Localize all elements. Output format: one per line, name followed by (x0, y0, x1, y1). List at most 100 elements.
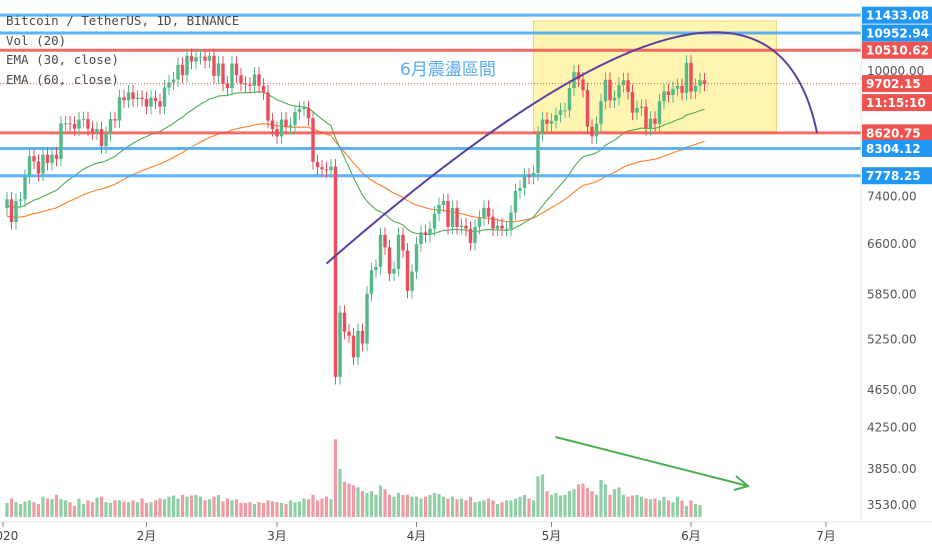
candle (302, 108, 306, 110)
volume-bar (626, 496, 630, 517)
candle (266, 92, 270, 121)
volume-bar (401, 494, 405, 517)
candle (374, 266, 378, 271)
volume-bar (666, 500, 671, 517)
volume-bar (410, 496, 414, 517)
volume-bar (27, 500, 32, 517)
volume-bar (347, 483, 351, 517)
volume-bar (171, 495, 176, 517)
candle (509, 212, 513, 229)
volume-bar (144, 502, 149, 517)
candle (68, 123, 72, 125)
candle (531, 172, 536, 177)
candle (653, 118, 657, 124)
time-tick-label: 7月 (816, 529, 836, 543)
volume-bar (212, 496, 216, 517)
price-level-tag (862, 41, 932, 59)
volume-bar (509, 500, 513, 517)
candle (518, 188, 522, 191)
candle (392, 268, 396, 274)
ema30-line (6, 91, 705, 235)
time-tick-label: 4月 (407, 529, 427, 543)
candle (131, 92, 135, 100)
volume-bar (117, 500, 122, 517)
volume-bar (545, 491, 549, 517)
volume-bar (473, 502, 477, 517)
current-price-label: 9702.15 (866, 77, 921, 91)
volume-bar (311, 494, 315, 517)
symbol-title: Bitcoin / TetherUS, 1D, BINANCE (6, 13, 240, 28)
price-level-label: 8304.12 (866, 142, 921, 156)
candle (162, 87, 167, 107)
volume-bar (437, 494, 441, 517)
legend-volume: Vol (20) (6, 32, 67, 48)
candle (401, 234, 405, 251)
volume-bar (194, 494, 198, 517)
volume-bar (153, 500, 158, 517)
volume-bar (549, 494, 554, 517)
candle (99, 129, 104, 147)
volume-bar (104, 502, 108, 517)
candle (648, 118, 653, 129)
volume-bar (50, 499, 54, 517)
candle (437, 205, 441, 214)
volume-bar (374, 494, 378, 517)
volume-bar (518, 496, 522, 517)
volume-bar (486, 498, 491, 517)
volume-bar (113, 500, 117, 517)
candle (90, 128, 95, 133)
candle (338, 312, 342, 377)
volume-bar (270, 501, 275, 517)
candle (207, 55, 212, 61)
candle (612, 97, 617, 101)
candle (135, 97, 140, 100)
candle (599, 101, 603, 124)
price-tick-label: 3850.00 (867, 462, 917, 476)
candle (81, 119, 86, 121)
volume-bar (504, 500, 509, 517)
volume-bar (14, 502, 18, 517)
candle (297, 108, 302, 113)
candle (563, 110, 567, 112)
volume-bar (306, 499, 311, 517)
range-annotation: 6月震盪區間 (400, 60, 496, 80)
volume-bar (32, 502, 36, 517)
current-price-tag (862, 75, 932, 93)
candle (180, 64, 185, 76)
candle (324, 169, 329, 171)
volume-bar (59, 499, 63, 517)
candle (689, 62, 693, 92)
price-tick-label: 4250.00 (867, 421, 917, 435)
candle (378, 234, 383, 267)
price-level-tag (862, 139, 932, 157)
candle (468, 228, 473, 243)
volume-bar (369, 491, 374, 517)
candle (617, 84, 621, 98)
candle (9, 199, 14, 223)
volume-bar (5, 502, 9, 517)
candle (117, 97, 122, 121)
candle (185, 55, 189, 76)
time-tick-label: 2020 (0, 529, 18, 543)
volume-bar (387, 494, 392, 517)
price-level-tag (862, 167, 932, 185)
candle (369, 270, 374, 294)
volume-bar (203, 500, 207, 517)
candle (95, 129, 99, 133)
candle (419, 232, 423, 245)
candle (86, 119, 90, 129)
candle (464, 225, 468, 229)
candle (626, 80, 630, 92)
candle (257, 74, 261, 86)
volume-bar (239, 502, 243, 517)
candle (104, 133, 108, 147)
candle (279, 119, 284, 137)
volume-bar (122, 501, 126, 517)
candle (540, 119, 545, 134)
volume-bar (41, 496, 45, 517)
candle (333, 166, 338, 377)
candle (590, 126, 594, 137)
volume-bar (342, 481, 347, 517)
volume-bar (684, 505, 689, 517)
